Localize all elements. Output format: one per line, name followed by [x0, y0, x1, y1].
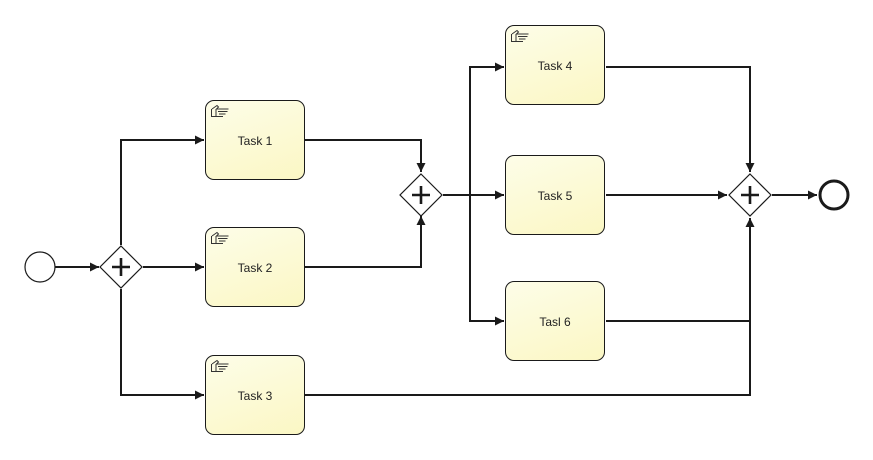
end-event[interactable] — [818, 179, 850, 211]
gateway-split-1[interactable] — [99, 245, 143, 289]
task-label: Tasl 6 — [539, 315, 571, 329]
flow-split-to-task-1 — [120, 135, 204, 245]
flow-task-2-to-join-1 — [305, 216, 426, 268]
flow-join-1-to-task-6 — [469, 195, 504, 326]
sequence-flows — [55, 62, 817, 400]
start-event[interactable] — [24, 251, 56, 283]
gateway-join-2[interactable] — [728, 173, 772, 217]
gateway-join-1[interactable] — [399, 173, 443, 217]
task-2[interactable]: Task 2 — [205, 227, 305, 307]
task-label: Task 3 — [237, 389, 273, 403]
flow-task-3-to-join-2 — [305, 218, 755, 396]
task-label: Task 5 — [537, 189, 573, 203]
parallel-plus-icon — [112, 258, 130, 276]
manual-task-hand-icon — [211, 359, 229, 372]
task-label: Task 1 — [237, 134, 273, 148]
parallel-plus-icon — [741, 186, 759, 204]
task-label: Task 4 — [537, 59, 573, 73]
manual-task-hand-icon — [211, 231, 229, 244]
task-label: Task 2 — [237, 261, 273, 275]
manual-task-hand-icon — [211, 104, 229, 117]
task-4[interactable]: Task 4 — [505, 25, 605, 105]
flow-task-4-to-join-2 — [606, 66, 755, 172]
parallel-plus-icon — [412, 186, 430, 204]
flow-join-1-to-task-4 — [443, 62, 504, 196]
flow-split-to-task-3 — [120, 289, 204, 400]
manual-task-hand-icon — [511, 29, 529, 42]
task-6[interactable]: Tasl 6 — [505, 281, 605, 361]
task-3[interactable]: Task 3 — [205, 355, 305, 435]
task-5[interactable]: Task 5 — [505, 155, 605, 235]
task-1[interactable]: Task 1 — [205, 100, 305, 180]
flow-task-1-to-join-1 — [305, 139, 426, 172]
